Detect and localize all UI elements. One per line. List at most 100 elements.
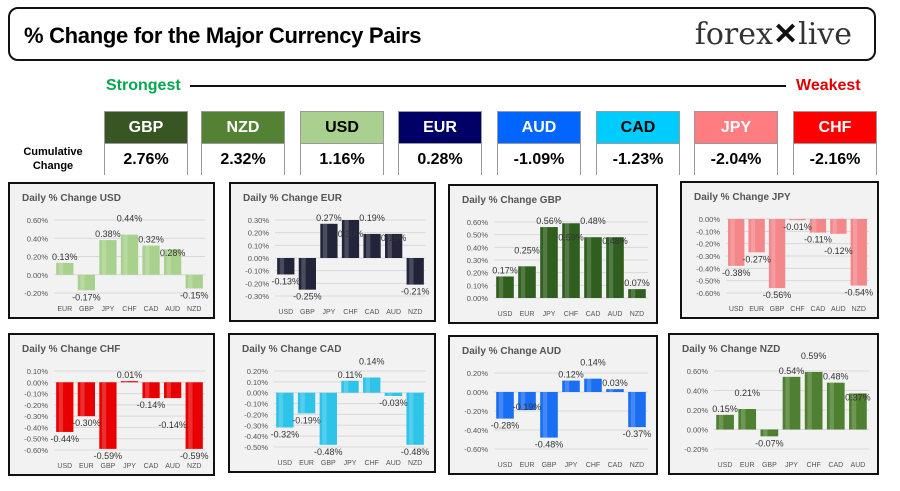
- y-tick-label: 0.00%: [27, 271, 49, 280]
- x-tick-label: CHF: [564, 311, 578, 318]
- x-tick-label: NZD: [187, 463, 201, 470]
- bar-aud: [164, 382, 182, 399]
- y-tick-label: 0.50%: [467, 231, 489, 240]
- x-tick-label: CAD: [365, 309, 380, 316]
- chart-svg: Daily % Change GBP0.00%0.10%0.20%0.30%0.…: [462, 195, 650, 318]
- bar-highlight: [630, 289, 636, 298]
- currency-code: USD: [301, 112, 383, 143]
- y-tick-label: -0.10%: [696, 227, 720, 236]
- bar-highlight: [812, 219, 817, 233]
- x-tick-label: JPY: [785, 462, 798, 469]
- data-label: 0.15%: [712, 404, 738, 414]
- chart-title: Daily % Change CHF: [22, 344, 120, 355]
- chart-title: Daily % Change AUD: [462, 346, 561, 357]
- currency-box-jpy: JPY -2.04%: [694, 111, 778, 176]
- currency-code: GBP: [105, 112, 187, 143]
- data-label: -0.44%: [51, 434, 80, 444]
- x-tick-label: NZD: [852, 306, 866, 313]
- y-tick-label: 0.60%: [27, 216, 49, 225]
- data-label: 0.27%: [316, 213, 342, 223]
- bar-jpy: [540, 227, 558, 298]
- y-tick-label: 0.10%: [248, 241, 270, 250]
- bar-chf: [120, 234, 139, 275]
- bar-highlight: [278, 392, 284, 428]
- data-label: -0.37%: [623, 429, 652, 439]
- x-tick-label: GBP: [542, 462, 557, 469]
- bar-usd: [728, 219, 745, 266]
- bar-highlight: [365, 377, 370, 393]
- bar-highlight: [718, 414, 724, 430]
- data-label: -0.11%: [804, 235, 832, 245]
- data-label: -0.14%: [137, 400, 166, 410]
- y-tick-label: 0.20%: [467, 269, 489, 278]
- data-label: 0.12%: [558, 370, 584, 380]
- bar-highlight: [366, 233, 371, 258]
- data-label: 0.48%: [823, 372, 849, 382]
- chart-svg: Daily % Change JPY-0.60%-0.50%-0.40%-0.3…: [694, 192, 873, 313]
- data-label: -0.19%: [292, 415, 321, 425]
- y-tick-label: 0.00%: [247, 389, 269, 398]
- bar-highlight: [101, 240, 107, 275]
- y-tick-label: 0.00%: [27, 378, 49, 387]
- x-tick-label: USD: [498, 462, 513, 469]
- forexlive-logo: forex✕live: [694, 17, 852, 52]
- data-label: -0.15%: [180, 290, 209, 300]
- x-tick-label: GBP: [770, 306, 785, 313]
- bar-highlight: [564, 223, 570, 298]
- bar-eur: [56, 262, 74, 275]
- bar-cad: [826, 382, 845, 430]
- bar-highlight: [101, 382, 107, 449]
- bar-cad: [606, 389, 624, 392]
- x-tick-label: NZD: [630, 311, 644, 318]
- chart-svg: Daily % Change NZD-0.20%0.00%0.20%0.40%0…: [682, 344, 871, 469]
- bar-eur: [77, 382, 95, 417]
- bar-highlight: [166, 249, 171, 275]
- bar-cad: [142, 245, 160, 275]
- chart-title: Daily % Change EUR: [243, 193, 343, 204]
- x-tick-label: AUD: [608, 311, 623, 318]
- bar-chf: [363, 377, 381, 393]
- bar-eur: [748, 219, 765, 253]
- bar-chf: [562, 223, 580, 298]
- cumulative-value: -1.09%: [498, 143, 580, 176]
- bar-gbp: [319, 392, 337, 445]
- bar-highlight: [542, 392, 548, 438]
- data-label: 0.44%: [117, 214, 143, 224]
- cumulative-value: 2.76%: [105, 143, 187, 176]
- x-tick-label: JPY: [344, 460, 357, 467]
- x-tick-label: JPY: [123, 463, 136, 470]
- y-tick-label: -0.30%: [696, 252, 720, 261]
- y-tick-label: 0.40%: [467, 243, 489, 252]
- bar-highlight: [785, 376, 790, 430]
- chart-svg: Daily % Change USD-0.20%0.00%0.20%0.40%0…: [22, 193, 209, 313]
- data-label: 0.19%: [381, 233, 407, 243]
- x-tick-label: AUD: [165, 463, 180, 470]
- y-tick-label: -0.20%: [464, 407, 488, 416]
- data-label: 0.30%: [338, 229, 364, 239]
- x-tick-label: CHF: [343, 309, 357, 316]
- bar-chf: [789, 219, 806, 221]
- y-tick-label: 0.20%: [248, 229, 270, 238]
- y-tick-label: 0.00%: [248, 254, 270, 263]
- bar-aud: [830, 219, 847, 234]
- x-tick-label: EUR: [520, 311, 535, 318]
- chart-aud: Daily % Change AUD -0.60% -0.40% -0.20% 0.00…: [448, 335, 658, 475]
- data-label: 0.32%: [138, 235, 164, 245]
- data-label: 0.07%: [624, 278, 650, 288]
- data-label: 0.56%: [536, 216, 562, 226]
- chart-chf: Daily % Change CHF -0.60% -0.50% -0.40% -0.3…: [8, 333, 215, 476]
- x-tick-label: NZD: [187, 306, 201, 313]
- y-tick-label: -0.20%: [696, 240, 720, 249]
- bar-highlight: [343, 380, 349, 393]
- bar-eur: [518, 266, 536, 298]
- data-label: 0.59%: [558, 232, 584, 242]
- page-title: % Change for the Major Currency Pairs: [24, 23, 422, 48]
- data-label: -0.21%: [401, 287, 430, 297]
- chart-title: Daily % Change JPY: [694, 192, 791, 203]
- x-tick-label: CHF: [586, 462, 600, 469]
- y-tick-label: 0.40%: [687, 387, 709, 396]
- bar-highlight: [409, 258, 414, 285]
- bar-highlight: [763, 429, 768, 437]
- currency-code: AUD: [498, 112, 580, 143]
- y-tick-label: 0.20%: [27, 253, 49, 262]
